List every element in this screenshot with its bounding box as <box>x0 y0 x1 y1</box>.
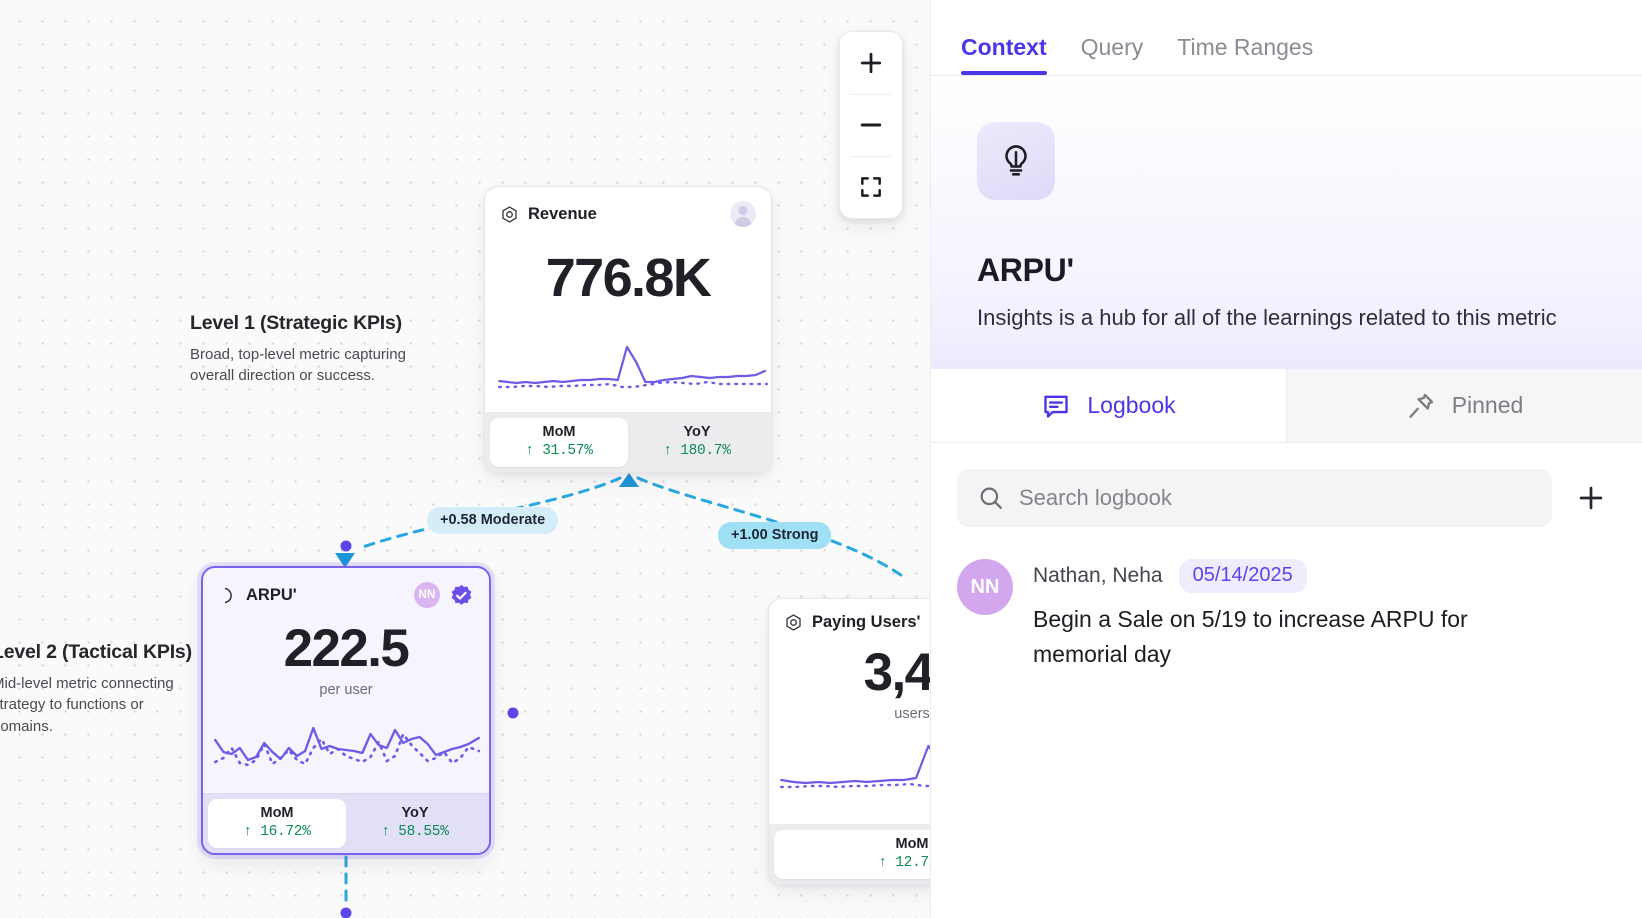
fit-view-icon <box>861 177 881 197</box>
hero-description: Insights is a hub for all of the learnin… <box>977 305 1557 330</box>
level-1-title: Level 1 (Strategic KPIs) <box>190 312 402 334</box>
card-stats: MoM ↑ 16.72% YoY ↑ 58.55% <box>203 793 489 853</box>
sparkline-chart <box>213 726 481 766</box>
sparkline-chart <box>780 744 930 788</box>
metric-unit: per user <box>319 681 373 698</box>
stat-label: MoM <box>542 424 576 440</box>
level-1-desc: Broad, top-level metric capturing overal… <box>190 346 406 385</box>
edge-label-moderate[interactable]: +0.58 Moderate <box>427 507 559 534</box>
sparkline-chart <box>498 345 769 388</box>
card-stats: MoM ↑ 12.72% <box>769 824 930 884</box>
stat-label: YoY <box>683 424 711 440</box>
card-title: ARPU' <box>246 585 297 604</box>
minus-icon <box>860 123 882 127</box>
level-2-desc: Mid-level metric connecting strategy to … <box>0 675 174 735</box>
log-entry-meta: Nathan, Neha 05/14/2025 <box>1033 559 1616 594</box>
metric-value: 776.8K <box>545 248 712 308</box>
hexagon-icon <box>786 614 801 631</box>
card-body: 222.5 per user <box>203 612 489 793</box>
log-entry-date: 05/14/2025 <box>1178 559 1307 594</box>
log-entry-text: Begin a Sale on 5/19 to increase ARPU fo… <box>1033 606 1468 668</box>
metric-card-arpu[interactable]: ARPU' NN 222.5 per user MoM ↑ <box>201 566 491 855</box>
level-2-title: Level 2 (Tactical KPIs) <box>0 641 192 663</box>
level-note-2: Level 2 (Tactical KPIs) Mid-level metric… <box>0 641 207 737</box>
tab-logbook-label: Logbook <box>1087 392 1176 419</box>
stat-yoy[interactable]: YoY ↑ 180.7% <box>628 418 766 467</box>
fit-view-button[interactable] <box>840 156 902 218</box>
stat-mom[interactable]: MoM ↑ 12.72% <box>774 830 930 879</box>
panel-tab-bar: Context Query Time Ranges <box>931 0 1642 76</box>
card-header: ARPU' NN <box>203 568 489 612</box>
search-box[interactable] <box>957 469 1552 528</box>
page-title: ARPU' <box>977 252 1074 288</box>
comment-icon <box>1044 395 1069 418</box>
stat-label: MoM <box>895 836 929 852</box>
card-stats: MoM ↑ 31.57% YoY ↑ 180.7% <box>485 412 771 472</box>
add-log-entry-button[interactable] <box>1566 473 1616 523</box>
metric-card-revenue[interactable]: Revenue 776.8K MoM ↑ 31.57% YoY ↑ 180.7 <box>484 186 772 473</box>
zoom-out-button[interactable] <box>840 94 902 156</box>
stat-yoy[interactable]: YoY ↑ 58.55% <box>346 799 484 848</box>
edge-label-strong[interactable]: +1.00 Strong <box>718 522 832 549</box>
log-entry-author: Nathan, Neha <box>1033 564 1163 588</box>
level-note-1: Level 1 (Strategic KPIs) Broad, top-leve… <box>190 312 422 387</box>
search-icon <box>980 487 1002 510</box>
card-body: 3,49 users <box>769 636 930 824</box>
tab-pinned[interactable]: Pinned <box>1287 369 1642 443</box>
avatar[interactable]: NN <box>414 582 440 608</box>
lightbulb-icon <box>1005 145 1027 176</box>
logbook-search-row <box>931 443 1642 537</box>
card-header: Paying Users' <box>769 599 930 636</box>
search-input[interactable] <box>1019 485 1532 512</box>
stat-value: ↑ 12.72% <box>878 855 930 871</box>
card-body: 776.8K <box>485 231 771 412</box>
tab-context[interactable]: Context <box>961 34 1047 75</box>
metric-unit: users <box>894 705 930 722</box>
context-panel: Context Query Time Ranges ARPU' Insights… <box>930 0 1642 918</box>
zoom-controls <box>839 31 903 219</box>
sub-tab-bar: Logbook Pinned <box>931 369 1642 444</box>
stat-value: ↑ 180.7% <box>663 443 731 459</box>
moon-icon <box>224 587 232 603</box>
card-title: Revenue <box>528 204 597 223</box>
metric-card-paying-users[interactable]: Paying Users' 3,49 users MoM ↑ 12.72% <box>768 598 930 885</box>
list-item[interactable]: NN Nathan, Neha 05/14/2025 Begin a Sale … <box>931 537 1642 672</box>
stat-label: MoM <box>260 805 294 821</box>
avatar[interactable] <box>730 201 756 227</box>
plus-icon <box>1579 486 1603 510</box>
tab-query[interactable]: Query <box>1080 34 1144 60</box>
verified-badge-icon <box>451 584 472 605</box>
pin-icon <box>1408 393 1433 418</box>
stat-value: ↑ 16.72% <box>243 824 311 840</box>
card-title: Paying Users' <box>812 613 921 631</box>
stat-mom[interactable]: MoM ↑ 16.72% <box>208 799 346 848</box>
zoom-in-button[interactable] <box>840 32 902 94</box>
plus-icon <box>860 52 882 74</box>
tab-logbook[interactable]: Logbook <box>931 369 1287 443</box>
lightbulb-icon-container <box>977 122 1055 200</box>
stat-mom[interactable]: MoM ↑ 31.57% <box>490 418 628 467</box>
avatar: NN <box>957 559 1013 616</box>
tab-pinned-label: Pinned <box>1451 392 1524 419</box>
stat-value: ↑ 58.55% <box>381 824 449 840</box>
metric-value: 3,49 <box>863 643 930 702</box>
tab-time-ranges[interactable]: Time Ranges <box>1177 34 1314 60</box>
stat-label: YoY <box>401 805 429 821</box>
stat-value: ↑ 31.57% <box>525 443 593 459</box>
card-header: Revenue <box>485 187 771 231</box>
panel-hero: ARPU' Insights is a hub for all of the l… <box>931 76 1642 370</box>
metric-value: 222.5 <box>283 619 410 678</box>
graph-canvas[interactable]: Level 1 (Strategic KPIs) Broad, top-leve… <box>0 0 930 918</box>
log-entry-content: Nathan, Neha 05/14/2025 Begin a Sale on … <box>1033 559 1616 672</box>
hexagon-icon <box>502 205 517 223</box>
